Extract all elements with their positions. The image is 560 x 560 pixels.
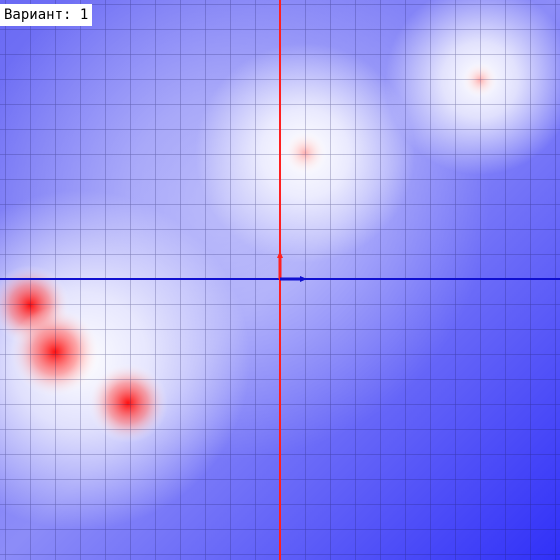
y-arrow-head: [277, 251, 283, 258]
variant-label: Вариант: 1: [0, 4, 93, 26]
x-arrow-head: [300, 276, 307, 282]
